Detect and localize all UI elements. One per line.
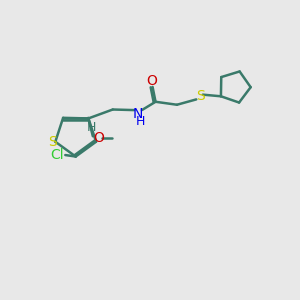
- Text: H: H: [87, 121, 96, 134]
- Text: Cl: Cl: [50, 148, 64, 162]
- Text: O: O: [93, 131, 104, 145]
- Text: S: S: [196, 89, 205, 103]
- Text: S: S: [49, 135, 57, 149]
- Text: H: H: [136, 115, 146, 128]
- Text: N: N: [133, 107, 143, 121]
- Text: O: O: [146, 74, 158, 88]
